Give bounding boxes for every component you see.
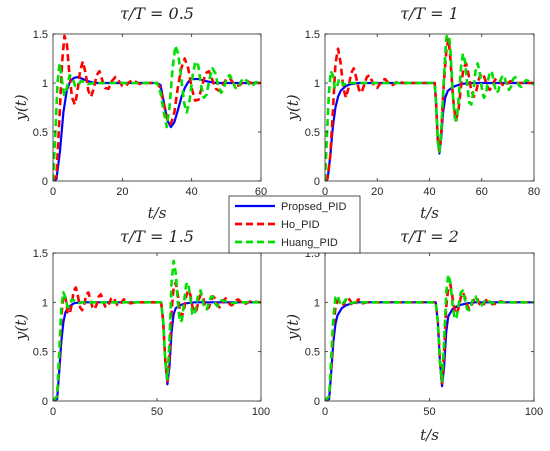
plot-area xyxy=(53,34,261,181)
x-tick-label: 100 xyxy=(525,406,543,418)
legend-label: Huang_PID xyxy=(281,237,338,249)
x-tick-label: 100 xyxy=(252,406,270,418)
y-tick-label: 0.5 xyxy=(33,127,48,139)
y-tick-label: 0.5 xyxy=(33,347,48,359)
x-tick-label: 40 xyxy=(423,186,435,198)
plot-area xyxy=(325,253,534,401)
y-tick-label: 1 xyxy=(314,297,320,309)
y-tick-label: 1 xyxy=(42,297,48,309)
y-tick-label: 0.5 xyxy=(305,347,320,359)
x-tick-label: 0 xyxy=(322,186,328,198)
x-tick-label: 20 xyxy=(371,186,383,198)
x-tick-label: 0 xyxy=(50,406,56,418)
series-line-huang-pid xyxy=(325,34,534,181)
y-axis-label: y(t) xyxy=(12,314,30,341)
y-tick-label: 0 xyxy=(42,176,48,188)
plot-area xyxy=(53,253,261,401)
y-axis-label: y(t) xyxy=(284,314,302,341)
series-line-propsed-pid xyxy=(325,81,534,181)
x-tick-label: 60 xyxy=(476,186,488,198)
x-axis-label: t/s xyxy=(420,426,439,444)
y-tick-label: 0 xyxy=(314,176,320,188)
series-line-ho-pid xyxy=(53,281,261,401)
x-tick-label: 60 xyxy=(255,186,267,198)
subplot-title: τ/T = 1 xyxy=(400,4,459,23)
series-line-huang-pid xyxy=(325,273,534,401)
subplot-title: τ/T = 2 xyxy=(400,227,459,246)
y-tick-label: 1 xyxy=(314,78,320,90)
subplot-2: 0 20 40 60 80 0 0.5 1 1.5 τ/T = 1 y(t) t/s xyxy=(284,4,540,222)
x-tick-label: 0 xyxy=(50,186,56,198)
y-tick-label: 1.5 xyxy=(305,29,320,41)
y-tick-label: 1.5 xyxy=(33,248,48,260)
x-axis-label: t/s xyxy=(420,204,439,222)
subplot-1: 0 20 40 60 0 0.5 1 1.5 τ/T = 0.5 y(t) t/s xyxy=(12,4,267,222)
x-tick-label: 40 xyxy=(186,186,198,198)
series-line-huang-pid xyxy=(53,44,261,181)
legend-label: Propsed_PID xyxy=(281,201,346,213)
y-tick-label: 0.5 xyxy=(305,127,320,139)
legend-label: Ho_PID xyxy=(281,219,320,231)
subplot-3: 0 50 100 0 0.5 1 1.5 τ/T = 1.5 y(t) xyxy=(12,227,270,418)
y-tick-label: 0 xyxy=(42,396,48,408)
y-tick-label: 1 xyxy=(42,78,48,90)
subplot-title: τ/T = 0.5 xyxy=(120,4,194,23)
series-line-huang-pid xyxy=(53,259,261,401)
legend: Propsed_PID Ho_PID Huang_PID xyxy=(228,195,361,254)
x-tick-label: 20 xyxy=(116,186,128,198)
y-axis-label: y(t) xyxy=(12,94,30,121)
series-line-ho-pid xyxy=(325,37,534,181)
x-tick-label: 0 xyxy=(322,406,328,418)
x-tick-label: 50 xyxy=(151,406,163,418)
plot-area xyxy=(325,34,534,181)
y-axis-label: y(t) xyxy=(284,94,302,121)
x-tick-label: 80 xyxy=(528,186,540,198)
subplot-title: τ/T = 1.5 xyxy=(120,227,194,246)
y-tick-label: 1.5 xyxy=(33,29,48,41)
x-axis-label: t/s xyxy=(148,204,167,222)
x-tick-label: 50 xyxy=(423,406,435,418)
y-tick-label: 0 xyxy=(314,396,320,408)
axes-box xyxy=(52,33,262,182)
